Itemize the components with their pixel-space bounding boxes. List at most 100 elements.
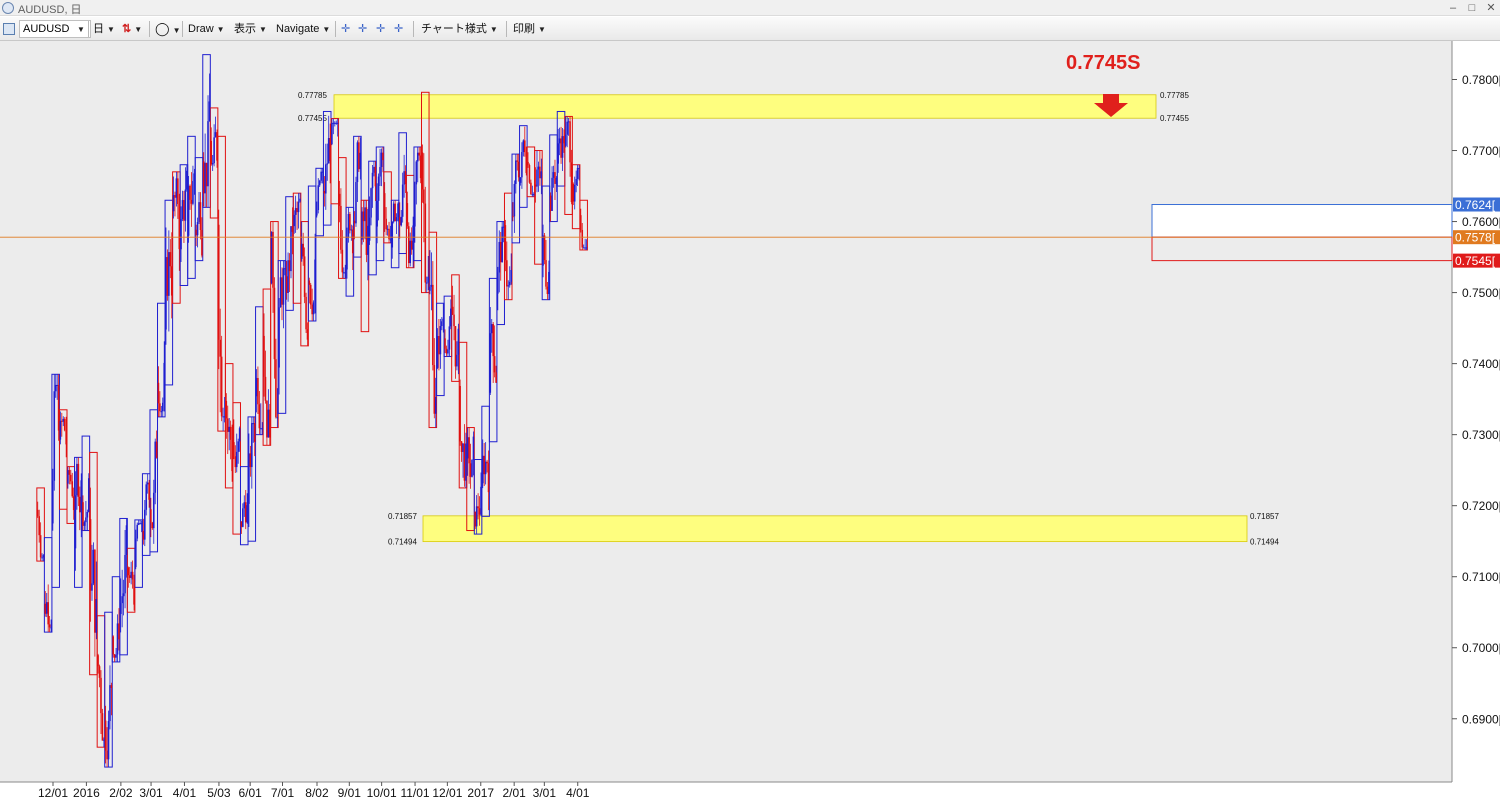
candle-body xyxy=(196,222,199,236)
candle-body xyxy=(336,122,339,124)
candlestick-chart-svg[interactable]: 0.77785 0.77455 0.77785 0.77455 0.71857 0.714… xyxy=(0,41,1500,802)
candle-body xyxy=(524,140,526,153)
candle-body xyxy=(109,685,111,722)
candle-body xyxy=(229,426,232,440)
candle-body xyxy=(48,624,51,628)
candle-body xyxy=(383,193,386,219)
candle-body xyxy=(220,356,223,417)
candle-body xyxy=(166,257,169,296)
crosshair-icon[interactable]: ✛ xyxy=(341,23,351,35)
candle-body xyxy=(311,304,313,315)
candle-body xyxy=(569,121,571,163)
candle-body xyxy=(582,247,585,249)
candle-body xyxy=(533,194,535,196)
candle-body xyxy=(235,451,238,468)
draw-menu[interactable]: Draw ▼ xyxy=(188,23,225,35)
candle-body xyxy=(233,442,235,457)
candle-body xyxy=(52,480,54,524)
crosshair-icon[interactable]: ✛ xyxy=(394,23,404,35)
candle-body xyxy=(244,502,247,523)
symbol-select[interactable]: AUDUSD xyxy=(19,20,91,38)
candle-body xyxy=(151,522,154,529)
candle-body xyxy=(67,470,69,484)
candle-body xyxy=(323,191,326,194)
candle-body xyxy=(41,557,43,559)
candle-body xyxy=(469,463,472,477)
circle-tool-button[interactable]: ◯ ▼ xyxy=(155,21,181,36)
candle-body xyxy=(407,226,410,264)
candle-body xyxy=(513,183,516,217)
candle-body xyxy=(365,207,368,255)
candle-body xyxy=(306,329,309,340)
candle-body xyxy=(370,188,372,218)
candle-body xyxy=(202,161,205,194)
weekly-range-box xyxy=(488,277,498,443)
maximize-button[interactable]: □ xyxy=(1468,2,1476,14)
candle-body xyxy=(243,502,246,509)
time-axis xyxy=(0,782,1500,802)
price-chart[interactable]: 0.77785 0.77455 0.77785 0.77455 0.71857 0.714… xyxy=(0,41,1500,802)
crosshair-icon[interactable]: ✛ xyxy=(376,23,386,35)
candle-body xyxy=(238,428,241,442)
x-tick-label: 2/02 xyxy=(109,786,133,800)
candle-body xyxy=(560,138,562,158)
symbol-dropdown-icon[interactable]: ▼ xyxy=(77,25,85,34)
candle-body xyxy=(234,456,237,468)
view-menu[interactable]: 表示 ▼ xyxy=(234,23,267,35)
candle-body xyxy=(512,216,514,218)
candle-body xyxy=(356,142,359,183)
candle-body xyxy=(341,249,344,273)
candle-body xyxy=(89,519,92,591)
candle-body xyxy=(548,271,550,295)
candle-body xyxy=(331,122,333,145)
candle-body xyxy=(549,195,552,211)
candle-body xyxy=(454,326,457,367)
crosshair-icon[interactable]: ✛ xyxy=(358,23,368,35)
weekly-range-box xyxy=(579,199,588,251)
period-button[interactable]: 日 ▼ xyxy=(93,23,115,35)
candle-body xyxy=(537,166,540,170)
candle-body xyxy=(545,260,547,287)
y-tick-label: 0.7200[ xyxy=(1462,499,1500,513)
candle-body xyxy=(213,137,215,164)
minimize-button[interactable]: – xyxy=(1449,2,1457,14)
navigate-menu[interactable]: Navigate ▼ xyxy=(276,23,331,35)
candle-body xyxy=(465,443,467,481)
candle-body xyxy=(282,268,285,305)
chart-icon[interactable] xyxy=(3,23,15,35)
close-button[interactable]: ✕ xyxy=(1486,2,1496,14)
candle-body xyxy=(59,420,62,440)
separator xyxy=(149,21,150,37)
candle-body xyxy=(255,377,258,397)
candle-body xyxy=(342,272,345,274)
candle-body xyxy=(536,169,538,187)
candle-body xyxy=(362,211,365,222)
candle-body xyxy=(140,523,143,525)
candle-body xyxy=(462,443,464,452)
view-label: 表示 xyxy=(234,23,256,35)
candle-body xyxy=(263,335,265,377)
candle-body xyxy=(201,229,203,256)
candle-body xyxy=(133,579,135,605)
candle-body xyxy=(210,140,213,165)
weekly-range-box xyxy=(481,405,490,517)
print-menu[interactable]: 印刷 ▼ xyxy=(513,23,546,35)
candle-body xyxy=(371,172,374,189)
candle-body xyxy=(434,397,437,414)
candle-body xyxy=(317,185,320,211)
candle-body xyxy=(522,140,525,153)
candle-icon[interactable]: ⇅ ▼ xyxy=(122,23,143,35)
candle-body xyxy=(581,229,584,248)
chart-style-menu[interactable]: チャート様式 ▼ xyxy=(421,23,498,35)
candle-body xyxy=(136,524,139,539)
candle-body xyxy=(288,260,291,272)
candle-body xyxy=(155,441,158,458)
candle-body xyxy=(74,495,77,549)
x-tick-label: 3/01 xyxy=(139,786,163,800)
candle-body xyxy=(143,509,146,540)
candle-body xyxy=(575,178,577,185)
candle-body xyxy=(260,428,262,430)
candle-body xyxy=(349,213,351,231)
candle-body xyxy=(492,324,494,357)
candle-body xyxy=(122,593,125,597)
